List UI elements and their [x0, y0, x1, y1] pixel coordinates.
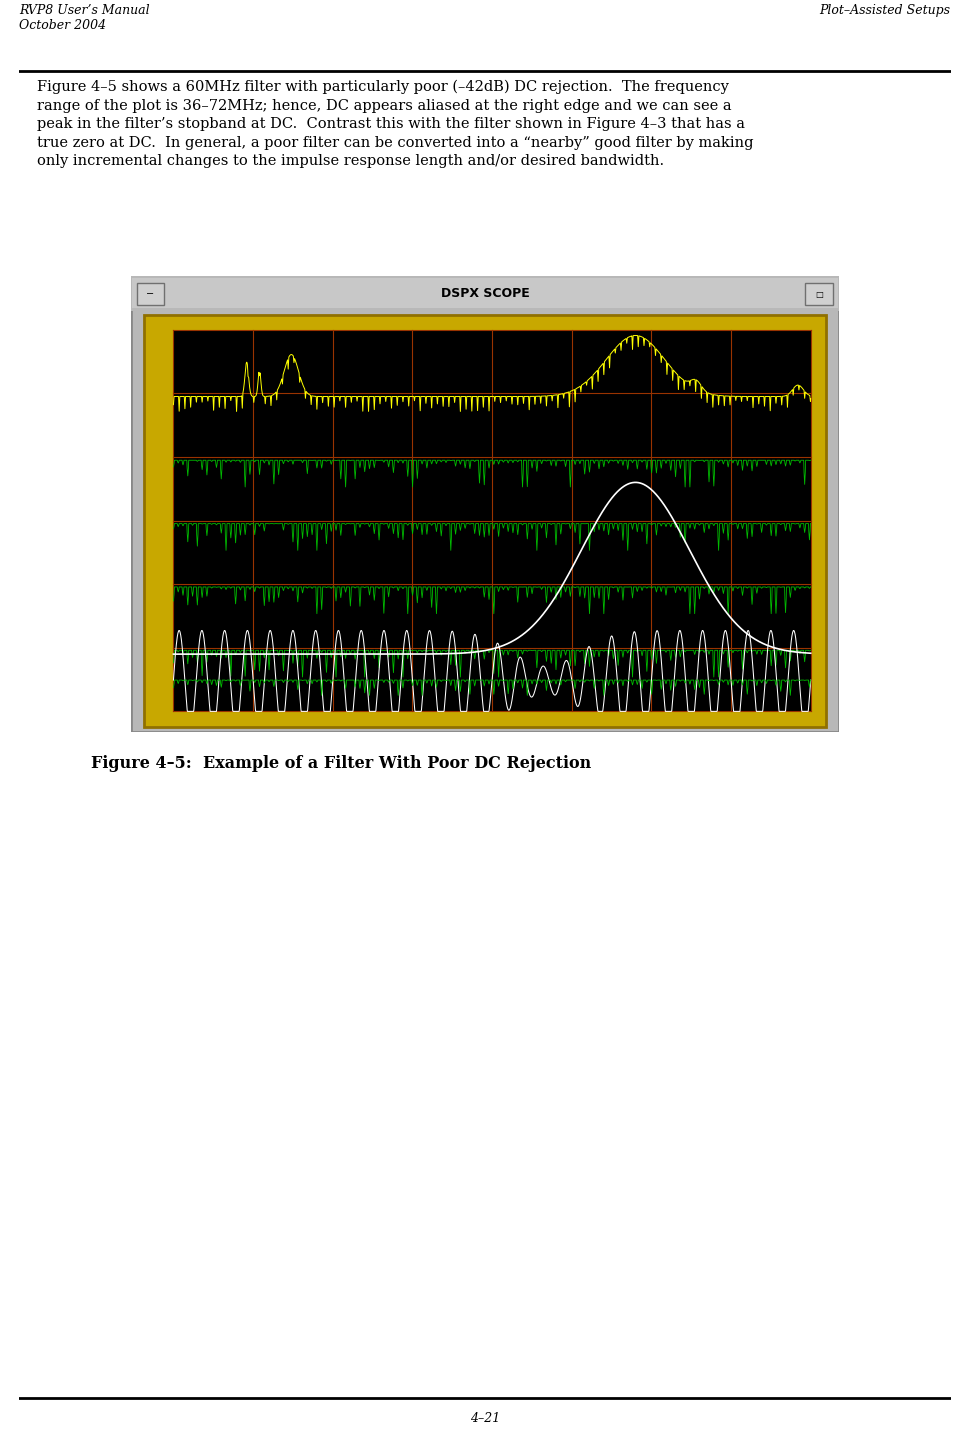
Bar [804, 284, 832, 306]
Text: □: □ [815, 290, 823, 298]
Bar [173, 330, 810, 711]
Bar [132, 278, 837, 308]
Text: −: − [146, 290, 154, 300]
Text: Figure 4–5 shows a 60MHz filter with particularly poor (–42dB) DC rejection.  Th: Figure 4–5 shows a 60MHz filter with par… [37, 80, 753, 167]
Text: Plot–Assisted Setups: Plot–Assisted Setups [819, 4, 950, 17]
Text: RVP8 User’s Manual
October 2004: RVP8 User’s Manual October 2004 [19, 4, 150, 32]
Bar [131, 276, 838, 310]
Text: DSPX SCOPE: DSPX SCOPE [440, 287, 529, 300]
Bar [137, 284, 164, 306]
Text: Figure 4–5:  Example of a Filter With Poor DC Rejection: Figure 4–5: Example of a Filter With Poo… [90, 755, 590, 773]
Text: 4–21: 4–21 [469, 1413, 500, 1424]
